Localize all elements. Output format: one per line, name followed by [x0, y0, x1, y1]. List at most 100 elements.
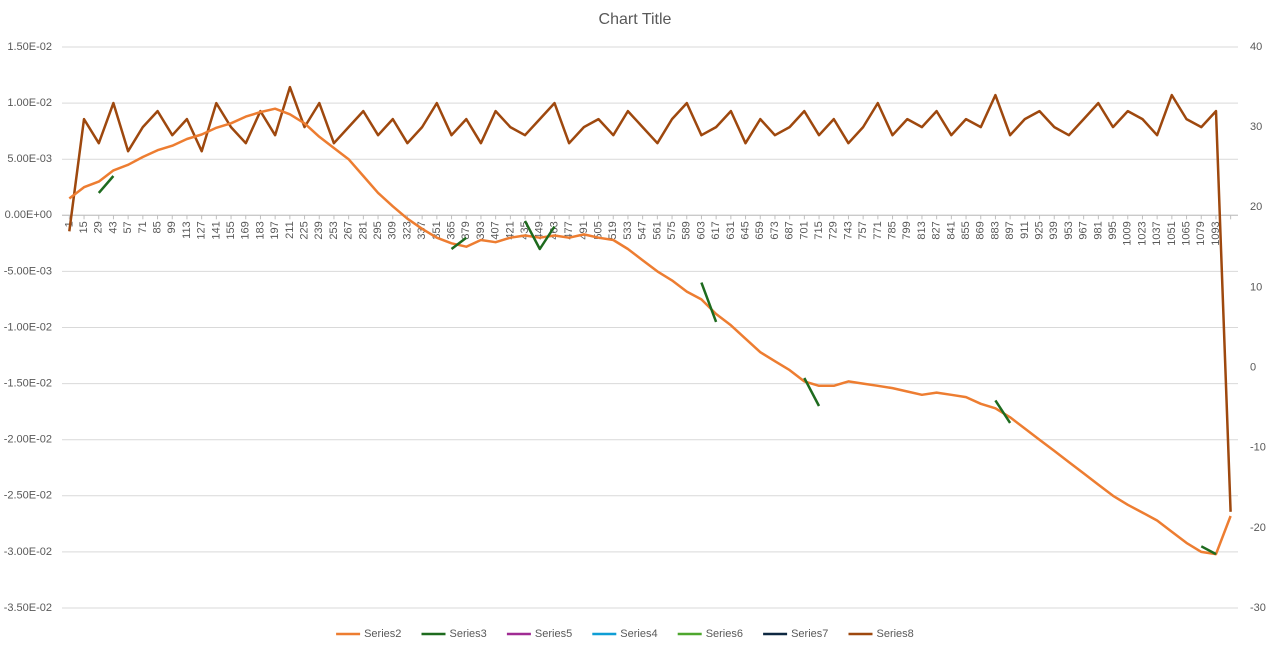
x-tick-label: 197: [269, 221, 281, 239]
x-tick-label: 981: [1092, 221, 1104, 239]
x-tick-label: 155: [225, 221, 237, 239]
x-tick-label: 253: [328, 221, 340, 239]
x-tick-label: 729: [828, 221, 840, 239]
x-tick-label: 15: [78, 221, 90, 233]
x-tick-label: 85: [151, 221, 163, 233]
x-tick-label: 505: [592, 221, 604, 239]
series-line: [68, 85, 1232, 512]
x-tick-label: 547: [637, 221, 649, 239]
series-line: [97, 175, 1217, 556]
y-tick-label: -3.50E-02: [4, 602, 52, 614]
x-tick-label: 771: [872, 221, 884, 239]
y2-tick-label: 0: [1250, 361, 1256, 373]
x-tick-label: 323: [401, 221, 413, 239]
legend-label: Series5: [535, 628, 572, 640]
y2-tick-label: -20: [1250, 522, 1266, 534]
x-tick-label: 701: [798, 221, 810, 239]
x-tick-label: 183: [254, 221, 266, 239]
y2-tick-label: -10: [1250, 442, 1266, 454]
x-tick-label: 71: [137, 221, 149, 233]
legend-label: Series4: [620, 628, 657, 640]
y-tick-label: 1.50E-02: [7, 41, 52, 53]
x-tick-label: 995: [1107, 221, 1119, 239]
y2-tick-label: 10: [1250, 281, 1262, 293]
x-tick-label: 309: [387, 221, 399, 239]
x-tick-label: 743: [842, 221, 854, 239]
x-tick-label: 1093: [1210, 221, 1222, 245]
x-tick-label: 589: [681, 221, 693, 239]
x-tick-label: 393: [475, 221, 487, 239]
y-tick-label: -2.00E-02: [4, 434, 52, 446]
x-tick-label: 127: [196, 221, 208, 239]
legend-label: Series6: [706, 628, 743, 640]
y-tick-label: -3.00E-02: [4, 546, 52, 558]
x-tick-label: 757: [857, 221, 869, 239]
x-tick-label: 169: [240, 221, 252, 239]
x-tick-label: 1051: [1166, 221, 1178, 245]
x-tick-label: 43: [107, 221, 119, 233]
x-tick-label: 939: [1048, 221, 1060, 239]
x-tick-label: 239: [313, 221, 325, 239]
x-tick-label: 99: [166, 221, 178, 233]
x-tick-label: 225: [298, 221, 310, 239]
x-tick-label: 407: [490, 221, 502, 239]
x-tick-label: 141: [210, 221, 222, 239]
legend-label: Series8: [877, 628, 914, 640]
x-tick-label: 813: [916, 221, 928, 239]
series-line: [68, 107, 1232, 556]
legend-label: Series3: [450, 628, 487, 640]
y-tick-label: -5.00E-03: [4, 265, 52, 277]
x-tick-label: 715: [813, 221, 825, 239]
x-tick-label: 575: [666, 221, 678, 239]
x-tick-label: 421: [504, 221, 516, 239]
x-tick-label: 967: [1078, 221, 1090, 239]
x-tick-label: 29: [93, 221, 105, 233]
x-tick-label: 449: [534, 221, 546, 239]
x-tick-label: 561: [651, 221, 663, 239]
x-tick-label: 1079: [1195, 221, 1207, 245]
x-tick-label: 855: [960, 221, 972, 239]
y-tick-label: 5.00E-03: [7, 153, 52, 165]
x-tick-label: 785: [886, 221, 898, 239]
x-tick-label: 113: [181, 221, 193, 239]
x-tick-label: 911: [1019, 221, 1031, 239]
x-tick-label: 925: [1033, 221, 1045, 239]
y2-tick-label: -30: [1250, 602, 1266, 614]
x-tick-label: 687: [784, 221, 796, 239]
y-tick-label: -1.50E-02: [4, 378, 52, 390]
x-tick-label: 533: [622, 221, 634, 239]
legend-label: Series2: [364, 628, 401, 640]
y-tick-label: -2.50E-02: [4, 490, 52, 502]
x-tick-label: 953: [1063, 221, 1075, 239]
x-tick-label: 1009: [1122, 221, 1134, 245]
x-tick-label: 379: [460, 221, 472, 239]
x-tick-label: 631: [725, 221, 737, 239]
x-tick-label: 281: [357, 221, 369, 239]
x-tick-label: 603: [695, 221, 707, 239]
x-tick-label: 1037: [1151, 221, 1163, 245]
y2-tick-label: 20: [1250, 201, 1262, 213]
y-tick-label: 0.00E+00: [5, 209, 52, 221]
y2-tick-label: 30: [1250, 121, 1262, 133]
y-tick-label: -1.00E-02: [4, 321, 52, 333]
x-tick-label: 883: [989, 221, 1001, 239]
x-tick-label: 645: [739, 221, 751, 239]
legend-label: Series7: [791, 628, 828, 640]
x-tick-label: 1023: [1136, 221, 1148, 245]
x-tick-label: 1065: [1180, 221, 1192, 245]
x-tick-label: 841: [945, 221, 957, 239]
y2-tick-label: 40: [1250, 41, 1262, 53]
x-tick-label: 491: [578, 221, 590, 239]
chart-title: Chart Title: [599, 11, 672, 28]
x-tick-label: 799: [901, 221, 913, 239]
x-tick-label: 295: [372, 221, 384, 239]
x-tick-label: 57: [122, 221, 134, 233]
x-tick-label: 869: [975, 221, 987, 239]
x-tick-label: 673: [769, 221, 781, 239]
x-tick-label: 519: [607, 221, 619, 239]
x-tick-label: 365: [445, 221, 457, 239]
y-tick-label: 1.00E-02: [7, 97, 52, 109]
x-tick-label: 617: [710, 221, 722, 239]
x-tick-label: 897: [1004, 221, 1016, 239]
